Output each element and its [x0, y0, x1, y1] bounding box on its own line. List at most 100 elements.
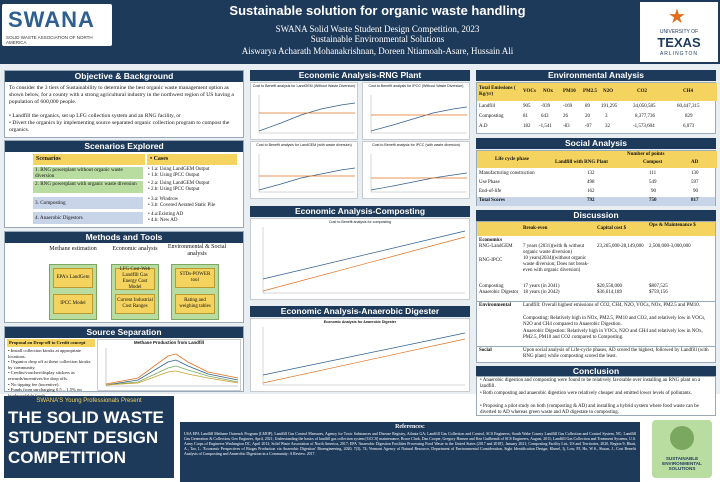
competition-banner-lines: THE SOLID WASTE STUDENT DESIGN COMPETITI… [8, 408, 164, 467]
scenario-cases-2: • 2.a: Using LandGEM Output • 2.b: Using … [148, 181, 210, 192]
uta-logo: ★ UNIVERSITY OF TEXAS ARLINGTON [640, 2, 718, 62]
env-cell: 182 [523, 124, 531, 129]
social-cell: 90 [651, 189, 656, 194]
social-cell: 597 [691, 180, 699, 185]
composting-chart-title: Cost to Benefit analysis for composting [328, 220, 392, 224]
discussion-capital: $20,550,000 [597, 284, 622, 289]
methane-series-4 [105, 370, 239, 386]
social-cell: 90 [693, 189, 698, 194]
poster-authors: Aiswarya Acharath Mohanakrishnan, Doreen… [241, 46, 514, 56]
env-cell: 81 [523, 114, 528, 119]
scenario-row-1: 1. RNG powerplant without organic waste … [33, 167, 143, 179]
methane-chart-title: Methane Production from Landfill [133, 340, 204, 345]
env-h-total: Total Emissions ( Kg/yr) [479, 86, 516, 97]
cases-header: • Cases [147, 154, 237, 165]
objective-bullet-2: • Divert the organics by implementing so… [9, 120, 230, 133]
env-h-nox: NOx [543, 89, 553, 94]
references-text: USA EPA Landfill Methane Outreach Progra… [184, 432, 636, 456]
discussion-econ-item: Composting [479, 284, 504, 289]
social-total-label: Total Scores [479, 198, 505, 203]
social-cell: 549 [649, 180, 657, 185]
scenario-cases-3: • 3.a: Windrow • 3.b: Covered Aerated Sta… [148, 197, 216, 208]
method-box-stds: STDs-POWER tool [175, 268, 215, 288]
social-cell: 498 [587, 180, 595, 185]
objective-bullet-1: • Landfill the organics, set up LFG coll… [9, 113, 181, 119]
env-h-vocs: VOCs [523, 89, 536, 94]
env-cell: -1,541 [539, 124, 552, 129]
env-cell: -97 [585, 124, 592, 129]
env-cell: -1,573,604 [633, 124, 655, 129]
methods-title: Methods and Tools [5, 232, 243, 243]
rng-chart-1: Cost to Benefit analysis for LandGEM (Wi… [250, 82, 358, 140]
competition-banner-top: SWANA'S Young Professionals Present [36, 398, 142, 404]
env-cell: -939 [541, 104, 551, 109]
references-bar: References: USA EPA Landfill Methane Out… [180, 422, 640, 482]
header-bar [0, 0, 720, 64]
source-proposal: Proposal on Drop-off to Credit concept [7, 339, 95, 347]
discussion-econ-label: Economics [479, 238, 503, 243]
social-h-compost: Compost [643, 160, 663, 165]
social-cell: 111 [649, 171, 657, 176]
env-cell: 26 [563, 114, 568, 119]
discussion-header-bg [477, 222, 715, 236]
discussion-econ-item: RNG-LandGEM [479, 244, 513, 249]
methane-series-2 [105, 359, 239, 386]
methane-chart-svg [105, 348, 239, 387]
env-cell: 60,447,315 [677, 104, 700, 109]
composting-series-benefit [262, 236, 466, 292]
social-cell: 130 [691, 171, 699, 176]
social-table: Life cycle phase Number of points Landfi… [476, 150, 717, 206]
poster-subtitle-2: Sustainable Environmental Solutions [310, 34, 445, 44]
method-box-rating: Rating and weighing tables [175, 294, 215, 314]
env-h-co2: CO2 [637, 89, 647, 94]
discussion-breakeven: 10 years(2034)(without organic waste div… [523, 256, 589, 273]
env-row-2-label: Composting [479, 114, 504, 119]
sustainable-badge: SUSTAINABLE ENVIRONMENTAL SOLUTIONS [652, 420, 712, 478]
discussion-oandm: $759,156 [649, 290, 668, 295]
method-box-ipcc: IPCC Model [53, 294, 93, 314]
econ-rng-title: Economic Analysis-RNG Plant [250, 70, 470, 81]
env-title: Environmental Analysis [476, 70, 716, 81]
env-row-3-label: A.D [479, 124, 488, 129]
composting-chart-svg [262, 227, 466, 294]
social-row-label: Use Phase [479, 180, 500, 185]
source-bullets: • Install collection kiosks at appropria… [8, 348, 91, 398]
social-cell: 162 [587, 189, 595, 194]
competition-banner: SWANA'S Young Professionals Present THE … [4, 396, 174, 478]
env-cell: 829 [685, 114, 693, 119]
discussion-env-label: Environmental [479, 303, 512, 308]
swana-logo-subtext: SOLID WASTE ASSOCIATION OF NORTH AMERICA [6, 35, 93, 45]
scenario-cases-1: • 1.a: Using LandGEM Output • 1.b: Using … [148, 167, 210, 178]
discussion-divider [477, 346, 715, 347]
rng-chart-4: Cost to Benefit analysis for IPCC (with … [362, 141, 470, 199]
env-cell: 191,295 [601, 104, 618, 109]
ad-chart-title: Economic Analysis for Anaerobic Digester [323, 320, 397, 324]
social-title: Social Analysis [476, 138, 716, 149]
env-h-ch4: CH4 [683, 89, 693, 94]
objective-intro: To consider the 3 tiers of Sustainabilit… [9, 85, 234, 105]
discussion-social-label: Social [479, 348, 492, 353]
env-cell: 643 [541, 114, 549, 119]
discussion-h-breakeven: Break-even [523, 226, 548, 231]
env-h-n2o: N2O [603, 89, 613, 94]
discussion-breakeven: 7 years (2031)(with & without organic wa… [523, 244, 585, 255]
scenarios-title: Scenarios Explored [5, 141, 243, 152]
env-header-row [477, 83, 717, 101]
env-h-pm25: PM2.5 [583, 89, 598, 94]
uta-logo-mid: TEXAS [657, 35, 701, 50]
poster-title: Sustainable solution for organic waste h… [229, 3, 526, 18]
social-cell: 132 [587, 171, 595, 176]
conclusion-bullet-2: • Both composting and anaerobic digestio… [480, 391, 692, 396]
env-cell: -169 [563, 104, 573, 109]
discussion-breakeven: 17 years (in 2041) [523, 284, 560, 289]
env-cell: 89 [585, 104, 590, 109]
social-total-bg [477, 197, 715, 206]
discussion-title: Discussion [476, 210, 716, 221]
methods-panel: Methods and Tools Methane estimation Eco… [4, 231, 244, 323]
discussion-econ-item: RNG-IPCC [479, 258, 503, 263]
scenarios-panel: Scenarios Explored Scenarios • Cases 1. … [4, 140, 244, 228]
discussion-econ-item: Anaerobic Digestor [479, 290, 519, 295]
objective-panel: Objective & Background To consider the 3… [4, 70, 244, 138]
social-h-points: Number of points [627, 152, 665, 157]
social-h-ad: AD [691, 160, 699, 165]
